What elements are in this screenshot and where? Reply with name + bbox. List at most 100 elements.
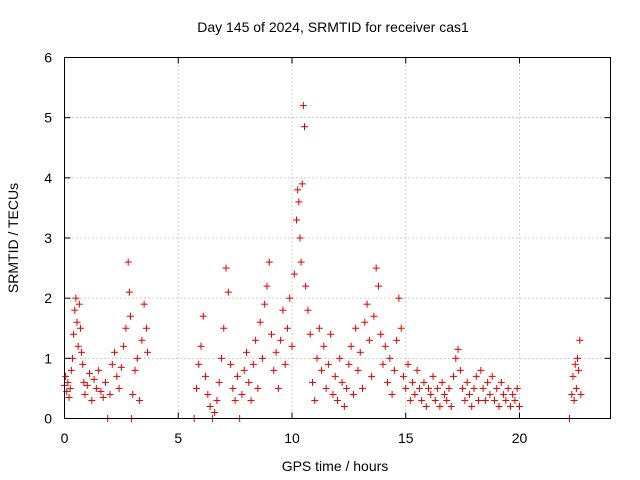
data-point	[311, 396, 319, 404]
data-point	[459, 384, 467, 392]
y-tick-label: 5	[44, 110, 52, 126]
data-point	[377, 330, 385, 338]
data-point	[443, 396, 451, 404]
data-point	[195, 360, 203, 368]
data-point	[577, 390, 585, 398]
data-point	[277, 336, 285, 344]
data-point	[76, 324, 84, 332]
data-point	[86, 369, 94, 377]
data-point	[125, 288, 133, 296]
data-point	[270, 366, 278, 374]
data-point	[345, 360, 353, 368]
data-point	[111, 348, 119, 356]
data-point	[227, 360, 235, 368]
data-point	[438, 378, 446, 386]
data-point	[484, 378, 492, 386]
data-point	[229, 384, 237, 392]
data-point	[297, 258, 305, 266]
data-point	[138, 336, 146, 344]
data-point	[202, 372, 210, 380]
data-point	[318, 366, 326, 374]
y-tick-label: 4	[44, 170, 52, 186]
data-point	[199, 312, 207, 320]
data-point	[279, 306, 287, 314]
data-point	[286, 294, 294, 302]
data-point	[327, 330, 335, 338]
data-point	[296, 234, 304, 242]
data-point	[504, 384, 512, 392]
data-point	[92, 384, 100, 392]
data-point	[386, 354, 394, 362]
data-point	[144, 348, 152, 356]
data-point	[368, 372, 376, 380]
data-point	[192, 384, 200, 392]
data-point	[349, 390, 357, 398]
data-point	[78, 348, 86, 356]
data-point	[247, 396, 255, 404]
data-point	[509, 390, 517, 398]
data-point	[73, 318, 81, 326]
x-axis-label: GPS time / hours	[282, 458, 389, 474]
data-point	[261, 300, 269, 308]
data-point	[465, 390, 473, 398]
data-point	[274, 384, 282, 392]
data-point	[440, 390, 448, 398]
data-point	[336, 354, 344, 362]
data-point	[347, 342, 355, 350]
data-point	[308, 378, 316, 386]
data-point	[570, 396, 578, 404]
data-point	[290, 270, 298, 278]
data-point	[415, 384, 423, 392]
data-point	[268, 330, 276, 338]
data-point	[81, 390, 89, 398]
data-point	[140, 300, 148, 308]
y-axis-label: SRMTID / TECUs	[5, 183, 21, 293]
x-tick-labels: 0 5 10 15 20	[61, 430, 528, 446]
data-point	[431, 396, 439, 404]
data-point	[486, 390, 494, 398]
data-point	[488, 372, 496, 380]
data-point	[95, 366, 103, 374]
data-point	[359, 384, 367, 392]
data-point	[106, 390, 114, 398]
x-tick-label: 5	[174, 430, 182, 446]
data-point	[258, 354, 266, 362]
data-point	[511, 396, 519, 404]
data-point	[322, 384, 330, 392]
data-point	[493, 384, 501, 392]
y-tick-label: 2	[44, 290, 52, 306]
data-point	[66, 384, 74, 392]
data-point	[206, 402, 214, 410]
data-point	[427, 390, 435, 398]
data-point	[120, 342, 128, 350]
data-point	[67, 366, 75, 374]
data-point	[281, 360, 289, 368]
data-point	[402, 384, 410, 392]
y-tick-labels: 0 1 2 3 4 5 6	[44, 50, 52, 427]
data-point	[79, 360, 87, 368]
data-point	[238, 390, 246, 398]
data-point	[302, 282, 310, 290]
data-point	[434, 384, 442, 392]
y-tick-label: 3	[44, 230, 52, 246]
data-point	[388, 390, 396, 398]
axis-ticks	[64, 57, 611, 419]
data-point	[295, 198, 303, 206]
data-point	[90, 375, 98, 383]
data-point	[490, 396, 498, 404]
data-point	[502, 396, 510, 404]
data-point	[298, 180, 306, 188]
chart-title: Day 145 of 2024, SRMTID for receiver cas…	[197, 19, 469, 35]
data-point	[231, 396, 239, 404]
y-tick-label: 0	[44, 411, 52, 427]
data-point	[254, 384, 262, 392]
data-point	[108, 360, 116, 368]
data-point	[293, 216, 301, 224]
data-point	[299, 102, 307, 110]
data-point	[500, 390, 508, 398]
data-point	[306, 330, 314, 338]
data-point	[406, 396, 414, 404]
data-point	[217, 354, 225, 362]
data-point	[479, 384, 487, 392]
data-point	[64, 378, 72, 386]
